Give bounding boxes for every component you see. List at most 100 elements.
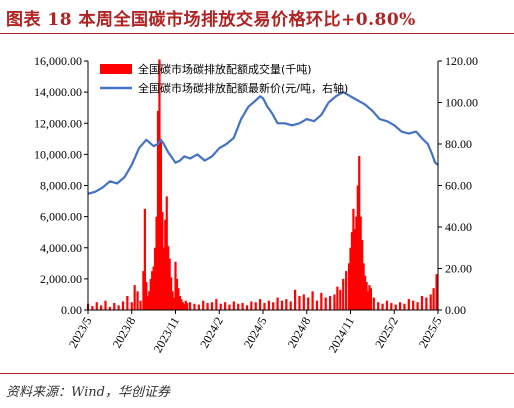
- volume-bar: [412, 300, 415, 310]
- source-note: 资料来源：Wind，华创证券: [6, 385, 170, 400]
- right-tick-label: 60.00: [445, 179, 472, 193]
- left-tick-label: 8,000.00: [40, 179, 82, 193]
- volume-bar: [339, 289, 342, 310]
- volume-bar: [133, 285, 136, 310]
- volume-bar: [171, 291, 174, 310]
- right-tick-label: 0.00: [445, 303, 466, 317]
- volume-bar: [336, 286, 339, 310]
- volume-bar: [181, 302, 184, 310]
- volume-bar: [121, 301, 125, 310]
- volume-bar: [161, 211, 164, 310]
- volume-bar: [342, 278, 345, 310]
- volume-bar: [285, 299, 288, 310]
- volume-bar: [145, 281, 148, 310]
- price-line-path: [87, 90, 439, 195]
- volume-bar: [324, 297, 327, 310]
- volume-bar: [276, 297, 279, 310]
- legend-label-volume: 全国碳市场碳排放配额成交量(千吨): [138, 62, 312, 76]
- volume-bar: [232, 301, 235, 310]
- volume-bar: [180, 299, 183, 310]
- volume-bar: [407, 299, 410, 310]
- volume-bar: [153, 247, 157, 310]
- x-tick-label: 2023/5: [66, 315, 95, 351]
- axes: 0.00 2,000.00 4,000.00 6,000.00 8,000.00 10,0…: [34, 54, 478, 355]
- left-tick-label: 12,000.00: [34, 116, 82, 130]
- figure-title: 图表 18 本周全国碳市场排放交易价格环比+0.80%: [6, 10, 416, 30]
- price-line: [87, 90, 439, 195]
- volume-bar: [403, 303, 406, 310]
- volume-bar: [117, 305, 120, 310]
- right-tick-label: 40.00: [445, 220, 472, 234]
- volume-bar: [152, 266, 155, 310]
- left-tick-label: 0.00: [61, 303, 82, 317]
- volume-bar: [267, 300, 270, 310]
- volume-bar: [148, 291, 151, 310]
- volume-bar: [210, 302, 214, 310]
- legend-swatch-volume: [100, 64, 132, 74]
- left-tick-label: 16,000.00: [34, 54, 82, 68]
- chart: 0.00 2,000.00 4,000.00 6,000.00 8,000.00 10,0…: [34, 54, 478, 355]
- volume-bar: [139, 300, 142, 310]
- volume-bar: [333, 294, 336, 310]
- volume-bar: [258, 299, 262, 310]
- volume-bar: [108, 306, 111, 310]
- volume-bar: [245, 305, 249, 310]
- volume-bar: [241, 302, 244, 310]
- volume-bar: [186, 302, 189, 310]
- volume-bar: [228, 304, 231, 310]
- left-tick-label: 4,000.00: [40, 241, 82, 255]
- right-tick-label: 100.00: [445, 96, 478, 110]
- volume-bar: [95, 302, 98, 310]
- volume-bar: [165, 196, 168, 310]
- volume-bar: [175, 278, 179, 310]
- volume-bar: [263, 302, 266, 310]
- volume-bar: [237, 303, 240, 310]
- volume-bar: [390, 302, 393, 310]
- left-tick-label: 10,000.00: [34, 147, 82, 161]
- right-tick-label: 120.00: [445, 54, 478, 68]
- volume-bar: [432, 288, 435, 310]
- volume-bar: [156, 110, 160, 310]
- volume-bar: [142, 271, 145, 310]
- volume-bar: [350, 232, 354, 310]
- source-rule: [0, 373, 514, 374]
- volume-bar: [315, 300, 319, 310]
- volume-bar: [429, 294, 432, 310]
- volume-bar: [219, 303, 222, 310]
- volume-bar: [164, 219, 167, 310]
- volume-bar: [143, 208, 146, 310]
- volume-bar: [362, 263, 365, 310]
- volume-bar: [100, 305, 103, 310]
- volume-bar: [254, 302, 257, 310]
- volume-bar: [369, 288, 373, 310]
- legend: 全国碳市场碳排放配额成交量(千吨) 全国碳市场碳排放配额最新价(元/吨，右轴): [100, 62, 348, 95]
- x-tick-label: 2025/5: [416, 315, 445, 351]
- volume-bar: [184, 300, 187, 310]
- volume-bar: [359, 216, 362, 310]
- x-tick-label: 2024/2: [197, 315, 226, 351]
- volume-bar: [320, 292, 323, 310]
- volume-bar: [215, 299, 218, 310]
- volume-bar: [155, 216, 158, 310]
- volume-bar: [353, 229, 356, 310]
- volume-bar: [162, 247, 165, 310]
- volume-bar: [174, 261, 177, 310]
- x-tick-label: 2024/8: [285, 315, 314, 351]
- volume-bar: [168, 258, 171, 310]
- volume-bar: [307, 297, 310, 310]
- volume-bar: [356, 185, 359, 310]
- volume-bar: [289, 301, 292, 310]
- volume-bar: [136, 291, 139, 310]
- volume-bar: [381, 303, 384, 310]
- volume-bar: [363, 275, 367, 310]
- volume-bar: [130, 302, 133, 310]
- volume-bar: [293, 289, 297, 310]
- volume-bar: [250, 301, 253, 310]
- x-tick-label: 2024/5: [241, 315, 270, 351]
- volume-bar: [435, 274, 438, 310]
- volume-bar: [358, 155, 361, 310]
- x-tick-label: 2023/11: [151, 315, 183, 356]
- volume-bar: [420, 295, 424, 310]
- volume-bar: [149, 278, 152, 310]
- volume-bar: [398, 302, 402, 310]
